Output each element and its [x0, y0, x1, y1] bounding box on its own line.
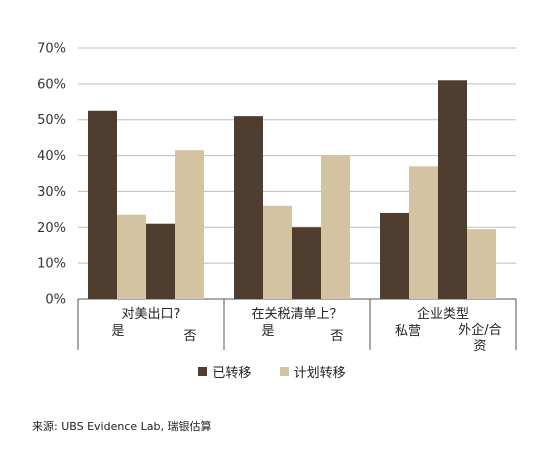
y-tick-label: 70% [37, 42, 66, 57]
y-tick-label: 50% [37, 113, 66, 128]
legend-label-moved: 已转移 [212, 366, 252, 381]
y-tick-label: 20% [37, 221, 66, 236]
category-label: 否 [330, 329, 343, 344]
bar [321, 155, 350, 299]
y-tick-label: 60% [37, 77, 66, 92]
group-label: 企业类型 [417, 306, 469, 322]
bar [438, 80, 467, 300]
y-tick-label: 40% [37, 149, 66, 164]
category-label: 外企/合资 [458, 322, 501, 354]
group-label: 在关税清单上？ [251, 307, 342, 322]
legend: 已转移 计划转移 [0, 362, 544, 381]
bar [175, 150, 204, 299]
legend-label-planned: 计划转移 [293, 366, 346, 381]
group-label: 对美出口? [122, 307, 181, 322]
legend-swatch-moved [198, 367, 208, 376]
legend-item-moved: 已转移 [198, 362, 251, 381]
category-label: 私营 [395, 324, 421, 339]
y-tick-label: 10% [37, 257, 66, 272]
bar [292, 227, 321, 299]
category-label: 是 [261, 324, 274, 339]
source-note: 来源: UBS Evidence Lab, 瑞银估算 [32, 420, 212, 433]
bar [380, 212, 409, 299]
bar [88, 110, 117, 299]
legend-item-planned: 计划转移 [279, 362, 346, 381]
category-label: 否 [183, 329, 196, 344]
bar [467, 229, 496, 299]
category-label: 是 [111, 324, 124, 339]
y-tick-label: 30% [37, 185, 66, 200]
bar-chart: 0% 10% 20% 30% 40% 50% 60% 70% 对美出口? 是 否 在关税清单上？ 是 否 企… [37, 42, 517, 354]
bar [117, 214, 146, 299]
bar [409, 166, 438, 299]
bar [263, 205, 292, 299]
bar [234, 116, 263, 299]
y-tick-label: 0% [45, 293, 66, 308]
bar [146, 223, 175, 299]
legend-swatch-planned [279, 367, 289, 376]
